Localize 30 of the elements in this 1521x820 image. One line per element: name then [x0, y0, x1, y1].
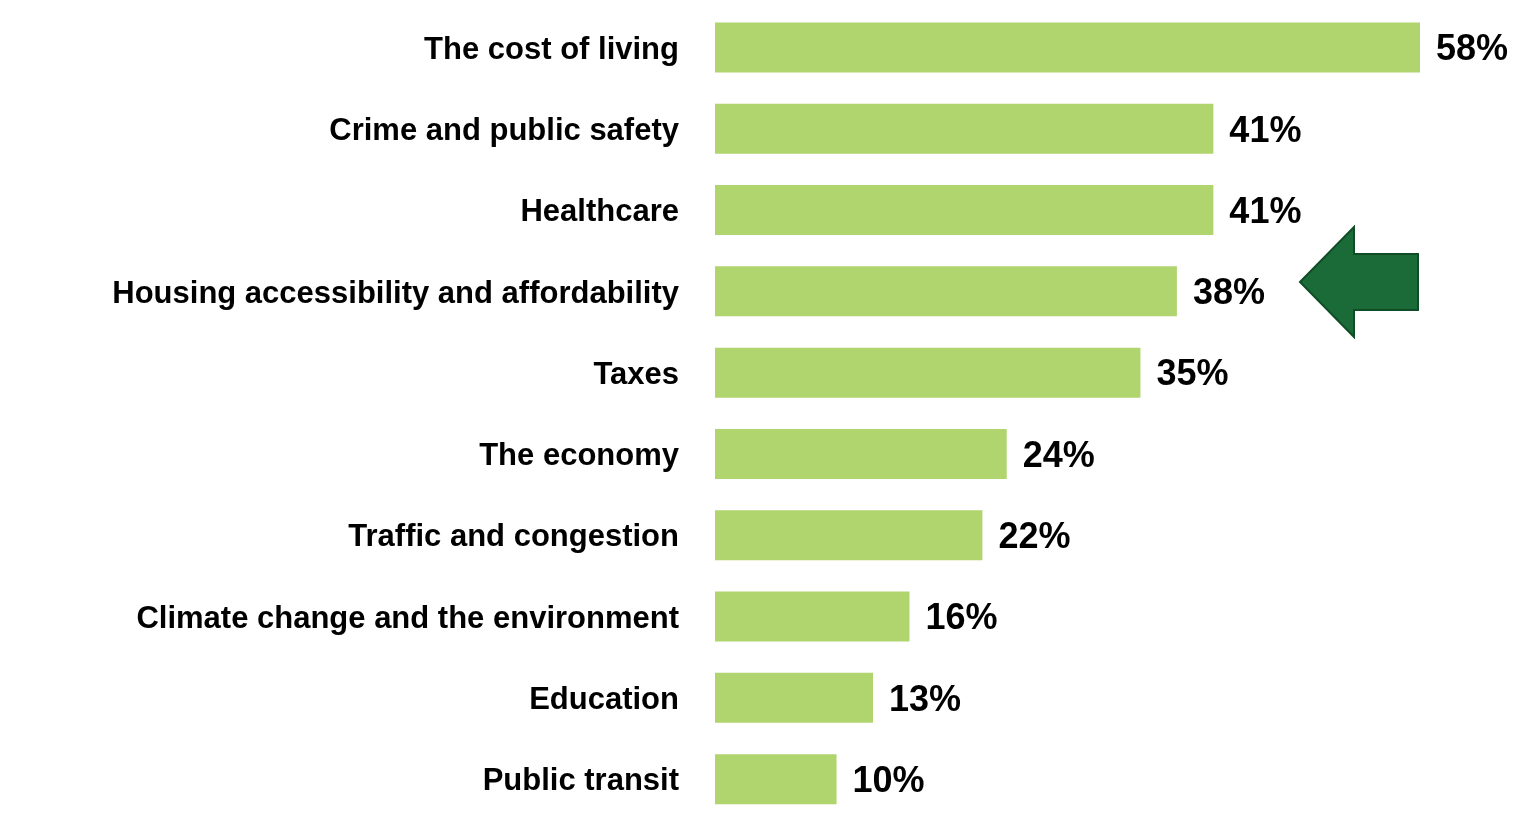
bar — [715, 22, 1420, 73]
bar — [715, 428, 1007, 479]
data-label: 35% — [1156, 352, 1229, 394]
data-label: 13% — [889, 677, 962, 719]
bar — [715, 672, 874, 723]
y-tick-label: Crime and public safety — [329, 111, 680, 147]
bar — [715, 103, 1214, 154]
y-tick-label: The cost of living — [424, 30, 679, 66]
bar — [715, 347, 1141, 398]
y-tick-label: Climate change and the environment — [136, 599, 679, 635]
bar — [715, 591, 910, 642]
data-label: 16% — [925, 596, 998, 638]
y-tick-label: Education — [529, 681, 679, 717]
bar — [715, 266, 1177, 317]
data-label: 10% — [852, 758, 925, 800]
bar — [715, 510, 983, 561]
data-label: 38% — [1192, 271, 1265, 313]
bar — [715, 185, 1214, 236]
data-label: 58% — [1436, 27, 1509, 69]
bar — [715, 754, 837, 805]
y-tick-label: The economy — [479, 437, 680, 473]
y-tick-label: Traffic and congestion — [348, 518, 679, 554]
y-tick-label: Taxes — [593, 355, 679, 391]
data-label: 24% — [1022, 433, 1095, 475]
y-tick-label: Public transit — [482, 762, 679, 798]
y-tick-label: Healthcare — [520, 193, 679, 229]
data-label: 41% — [1229, 189, 1302, 231]
data-label: 41% — [1229, 108, 1302, 150]
data-label: 22% — [998, 515, 1071, 557]
y-tick-label: Housing accessibility and affordability — [112, 274, 680, 310]
